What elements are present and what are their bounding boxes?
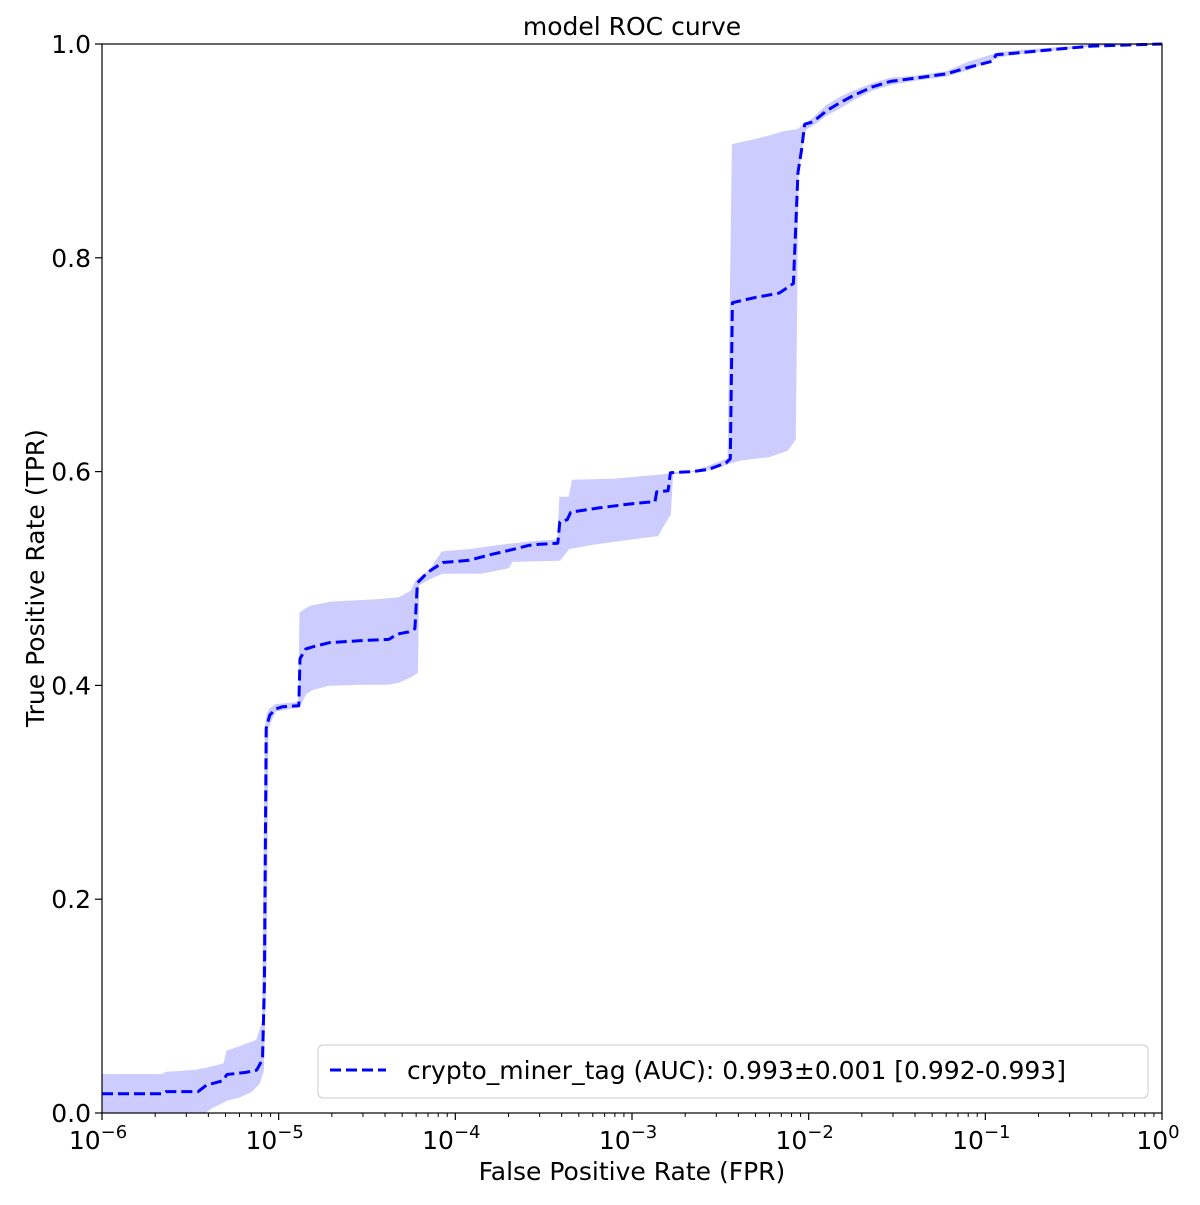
plot-area [101,42,1163,1114]
chart-title: model ROC curve [523,12,741,41]
x-tick-label: 10−4 [422,1122,480,1155]
legend-box [317,1044,1149,1099]
x-tick-label: 10−2 [775,1122,833,1155]
y-tick-label: 0.0 [51,1099,91,1128]
legend-entry-label: crypto_miner_tag (AUC): 0.993±0.001 [0.9… [407,1056,1066,1085]
roc-curve-line [102,42,1163,1096]
x-tick-label: 10−1 [952,1122,1010,1155]
y-tick-label: 1.0 [51,30,91,59]
plot-frame [101,43,1163,1114]
y-tick-label: 0.4 [51,671,91,700]
confidence-band [101,43,1163,1114]
legend: crypto_miner_tag (AUC): 0.993±0.001 [0.9… [317,1044,1149,1099]
x-tick-label: 10−3 [599,1122,657,1155]
x-tick-label: 10−5 [245,1122,303,1155]
y-tick-label: 0.6 [51,458,91,487]
axes: 10−6 10−5 10−4 10−3 10−2 10−1 100 0.0 0.2 0.4 0.6 0… [51,30,1179,1155]
x-tick-label: 100 [1136,1122,1179,1155]
y-tick-label: 0.2 [51,885,91,914]
x-tick-label: 10−6 [69,1122,127,1155]
y-axis-label: True Positive Rate (TPR) [21,429,50,728]
y-tick-label: 0.8 [51,244,91,273]
x-axis-label: False Positive Rate (FPR) [479,1157,786,1186]
